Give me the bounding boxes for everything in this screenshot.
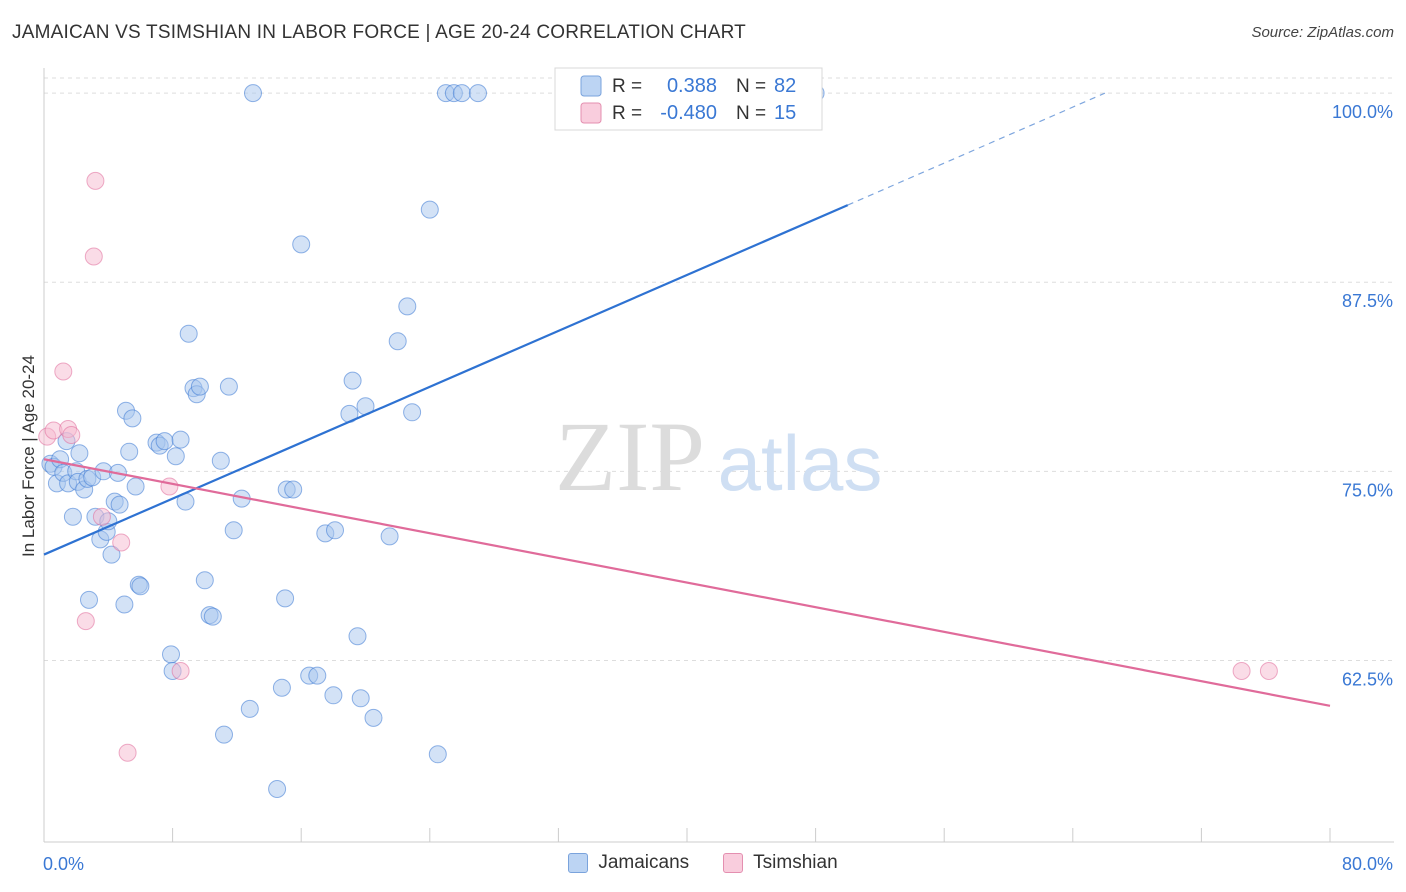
jamaican-point-10 (70, 444, 89, 463)
jamaican-point-51 (240, 699, 259, 718)
jamaican-trend-extension (847, 92, 1106, 206)
y-tick-label-1: 75.0% (1342, 480, 1393, 500)
legend-n-label-1: N = (736, 103, 766, 124)
tsimshian-point-8 (92, 507, 111, 526)
axes (43, 68, 1394, 843)
jamaican-point-75 (428, 745, 447, 764)
jamaican-point-36 (166, 447, 185, 466)
jamaican-point-79 (469, 84, 487, 103)
jamaican-point-65 (343, 371, 362, 390)
jamaican-point-24 (115, 595, 134, 614)
x-tick-label-1: 80.0% (1342, 854, 1393, 874)
bottom-legend: Jamaicans Tsimshian (0, 852, 1406, 874)
jamaican-point-13 (80, 590, 98, 609)
tsimshian-point-10 (118, 743, 137, 762)
legend-label-jamaicans: Jamaicans (598, 852, 690, 873)
jamaican-point-67 (351, 689, 370, 708)
y-axis-label: In Labor Force | Age 20-24 (19, 355, 38, 557)
legend-r-label-1: R = (612, 103, 642, 124)
gridlines (44, 77, 1394, 661)
legend-n-value-0: 82 (774, 75, 796, 97)
jamaican-point-20 (102, 545, 121, 564)
trend-lines (43, 92, 1331, 707)
jamaican-point-37 (171, 430, 190, 449)
y-tick-label-0: 62.5% (1342, 669, 1393, 689)
jamaican-point-42 (190, 377, 209, 396)
x-tick-label-0: 0.0% (43, 854, 84, 874)
watermark-zip: ZIP (555, 401, 705, 512)
jamaican-point-30 (131, 577, 150, 596)
jamaican-point-46 (211, 451, 230, 470)
jamaican-point-48 (219, 377, 238, 396)
jamaican-point-33 (155, 432, 174, 451)
jamaican-point-53 (268, 780, 287, 798)
data-points (38, 84, 1278, 798)
jamaican-point-47 (215, 725, 233, 744)
legend-r-label-0: R = (612, 76, 642, 97)
y-tick-labels: 62.5% 75.0% 87.5% 100.0% (1332, 102, 1393, 689)
jamaican-point-78 (452, 84, 471, 103)
jamaican-point-71 (388, 332, 407, 351)
tsimshian-point-11 (160, 477, 179, 496)
jamaican-point-49 (224, 521, 243, 540)
jamaican-point-66 (348, 627, 367, 646)
jamaican-point-63 (326, 521, 344, 540)
jamaican-point-60 (308, 666, 327, 685)
jamaican-point-72 (398, 297, 417, 316)
legend-item-tsimshian[interactable]: Tsimshian (723, 852, 838, 874)
legend-n-label-0: N = (736, 76, 766, 97)
jamaican-point-54 (272, 678, 291, 697)
jamaican-point-34 (162, 645, 180, 664)
legend-swatch-tsimshian (723, 853, 744, 873)
legend-swatch-0 (580, 75, 602, 97)
jamaican-point-58 (292, 235, 311, 254)
jamaican-point-7 (63, 507, 82, 526)
jamaican-point-39 (179, 324, 198, 343)
tsimshian-point-12 (171, 662, 190, 680)
jamaican-point-70 (380, 527, 399, 546)
legend-item-jamaicans[interactable]: Jamaicans (568, 852, 689, 874)
tsimshian-point-5 (76, 612, 95, 631)
y-tick-label-2: 87.5% (1342, 291, 1393, 311)
legend-n-value-1: 15 (774, 102, 796, 124)
jamaican-point-23 (110, 495, 129, 514)
jamaican-point-57 (284, 480, 303, 499)
legend-r-value-0: 0.388 (667, 75, 717, 97)
jamaican-trend-line (43, 204, 849, 556)
jamaican-point-26 (120, 442, 139, 461)
jamaican-point-52 (244, 84, 262, 103)
jamaican-point-74 (420, 200, 439, 219)
tsimshian-trend-line (43, 458, 1331, 707)
tsimshian-point-14 (1259, 662, 1278, 680)
tsimshian-point-7 (86, 171, 105, 190)
jamaican-point-27 (123, 409, 142, 428)
jamaican-point-43 (195, 571, 214, 590)
legend-swatch-1 (580, 102, 602, 124)
jamaican-point-55 (276, 589, 295, 608)
legend-r-value-1: -0.480 (660, 102, 717, 124)
tsimshian-point-6 (84, 247, 103, 266)
tsimshian-point-13 (1232, 662, 1251, 680)
jamaican-point-62 (324, 686, 343, 705)
source-label: Source: ZipAtlas.com (1251, 24, 1394, 41)
tsimshian-point-2 (54, 362, 73, 381)
jamaican-point-73 (403, 403, 422, 422)
watermark-atlas: atlas (718, 419, 883, 507)
legend-label-tsimshian: Tsimshian (753, 852, 838, 873)
x-tick-labels: 0.0% 80.0% (43, 854, 1393, 874)
legend-swatch-jamaicans (568, 853, 589, 873)
tsimshian-point-9 (112, 533, 131, 552)
jamaican-point-45 (203, 607, 222, 626)
tsimshian-point-4 (62, 426, 81, 444)
chart-title: JAMAICAN VS TSIMSHIAN IN LABOR FORCE | A… (12, 22, 746, 43)
y-tick-label-3: 100.0% (1332, 102, 1393, 122)
jamaican-point-28 (126, 477, 145, 496)
jamaican-point-69 (364, 708, 383, 727)
legend-box: R = 0.388 N = 82 R = -0.480 N = 15 (554, 67, 823, 131)
